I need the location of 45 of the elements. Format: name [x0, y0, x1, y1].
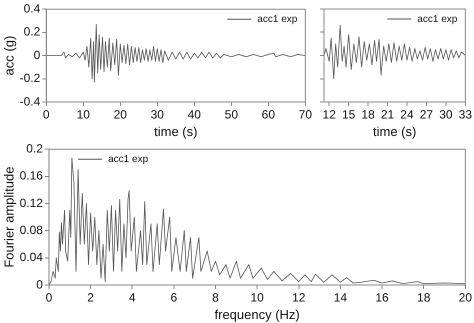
y-axis-title: Fourier amplitude	[1, 166, 16, 268]
y-tick-label: 0.04	[20, 250, 44, 264]
x-axis-title: frequency (Hz)	[214, 306, 300, 322]
x-tick-label: 27	[420, 108, 434, 122]
x-tick-label: 4	[128, 290, 136, 305]
x-tick-label: 8	[212, 290, 220, 305]
y-axis-title: acc (g)	[1, 36, 16, 76]
x-tick-label: 60	[262, 108, 276, 122]
x-tick-label: 12	[292, 290, 306, 305]
x-tick-label: 70	[298, 108, 312, 122]
y-tick-label: 0	[34, 48, 41, 62]
y-tick-label: 0.12	[20, 196, 44, 210]
legend-label: acc1 exp	[108, 154, 149, 165]
x-tick-label: 10	[76, 108, 90, 122]
x-tick-label: 0	[46, 290, 53, 305]
x-tick-label: 30	[439, 108, 453, 122]
x-tick-label: 50	[224, 108, 238, 122]
x-tick-label: 20	[114, 108, 128, 122]
legend-label: acc1 exp	[417, 14, 458, 25]
y-tick-label: 0.2	[24, 24, 41, 39]
y-tick-label: 0	[36, 277, 44, 292]
x-axis-title: time (s)	[372, 124, 416, 139]
x-tick-label: 14	[334, 290, 348, 305]
x-tick-label: 12	[322, 108, 336, 122]
x-tick-label: 33	[458, 108, 472, 122]
x-tick-label: 18	[417, 290, 431, 305]
x-axis-title: time (s)	[154, 124, 198, 139]
x-tick-label: 20	[458, 290, 472, 305]
legend-label: acc1 exp	[257, 14, 298, 25]
x-tick-label: 40	[188, 108, 202, 122]
x-tick-label: 21	[380, 108, 395, 122]
y-tick-label: 0.2	[26, 142, 44, 156]
x-tick-label: 10	[250, 290, 264, 305]
x-tick-label: 15	[342, 108, 356, 122]
y-tick-label: 0.4	[24, 2, 41, 16]
x-tick-label: 18	[361, 108, 376, 122]
x-tick-label: 2	[87, 290, 94, 305]
y-tick-label: -0.2	[20, 71, 41, 86]
x-tick-label: 24	[400, 108, 414, 122]
x-tick-label: 16	[375, 290, 390, 305]
y-tick-label: -0.4	[20, 94, 41, 108]
x-tick-label: 6	[170, 290, 178, 305]
x-tick-label: 30	[150, 108, 164, 122]
y-tick-label: 0.08	[20, 222, 44, 237]
y-tick-label: 0.16	[20, 168, 44, 183]
